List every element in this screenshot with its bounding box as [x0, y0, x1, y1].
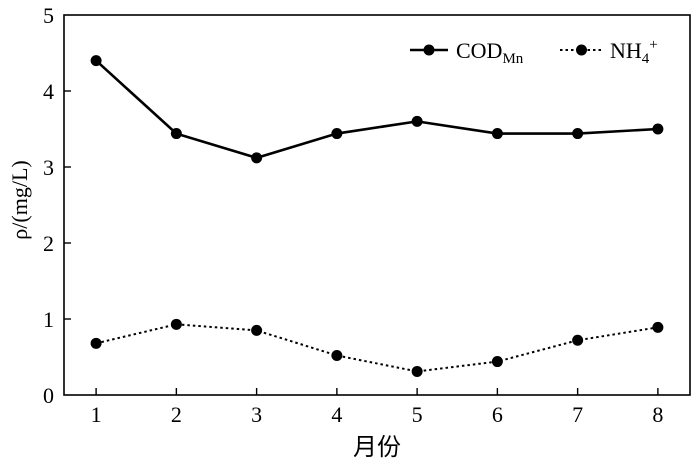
series-2-point — [652, 321, 664, 333]
legend-marker-2 — [576, 44, 587, 56]
x-tick-label: 5 — [412, 402, 423, 427]
series-2-point — [411, 365, 423, 377]
series-1-point — [331, 128, 343, 140]
legend-label-superscript: + — [649, 37, 657, 53]
x-tick-label: 2 — [171, 402, 182, 427]
series-1-point — [652, 123, 664, 135]
plot-frame — [63, 14, 691, 396]
legend-label-1: CODMn — [456, 38, 524, 67]
legend-label-2: NH4+ — [610, 37, 658, 67]
y-tick-label: 1 — [43, 307, 54, 332]
x-tick-label: 7 — [572, 402, 583, 427]
x-tick-label: 8 — [652, 402, 663, 427]
axes — [63, 14, 691, 396]
x-tick-label: 3 — [251, 402, 262, 427]
series-2-point — [572, 334, 584, 346]
legend-label-base: NH — [610, 38, 642, 63]
series-1-point — [251, 152, 263, 164]
y-tick-label: 4 — [43, 79, 54, 104]
series-1-point — [411, 115, 423, 127]
legend-label-subscript: Mn — [502, 51, 523, 67]
y-tick-label: 3 — [43, 155, 54, 180]
series-2-point — [170, 318, 182, 330]
y-tick-label: 0 — [43, 383, 54, 408]
ticks: 0 1 2 3 4 5 1 2 3 4 5 6 7 8 — [43, 3, 663, 427]
y-axis-label: ρ/(mg/L) — [7, 160, 32, 239]
series-line-1 — [95, 59, 658, 160]
series-1-point — [90, 55, 102, 67]
x-tick-label: 6 — [492, 402, 503, 427]
y-tick-label: 5 — [43, 3, 54, 28]
series-1-point — [170, 128, 182, 140]
series-2-point — [331, 349, 343, 361]
legend: CODMn NH4+ — [410, 37, 658, 67]
series-1-point — [572, 128, 584, 140]
x-axis-label: 月份 — [353, 433, 401, 461]
series-line-2 — [95, 323, 659, 373]
series-2-point — [251, 324, 263, 336]
y-tick-label: 2 — [43, 231, 54, 256]
legend-label-base: COD — [456, 38, 502, 63]
legend-label-subscript: 4 — [642, 51, 650, 67]
x-tick-label: 1 — [91, 402, 102, 427]
x-tick-label: 4 — [331, 402, 342, 427]
series — [90, 55, 664, 377]
series-1-point — [491, 128, 503, 140]
legend-marker-1 — [423, 44, 435, 56]
series-2-point — [491, 356, 503, 368]
series-2-point — [90, 337, 102, 349]
